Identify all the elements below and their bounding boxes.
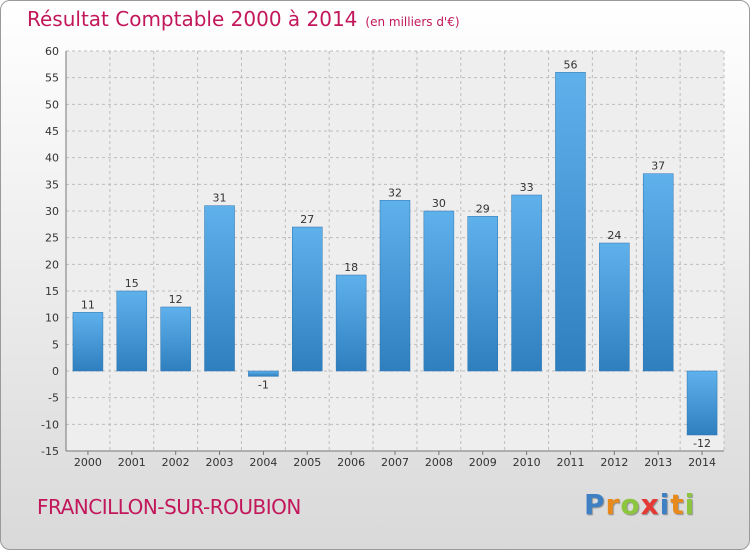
- chart-subtitle: (en milliers d'€): [365, 15, 460, 29]
- bar: [160, 306, 191, 372]
- bar-value-label: 15: [125, 277, 139, 290]
- logo-letter: i: [684, 488, 696, 521]
- bar: [467, 216, 498, 372]
- bar-value-label: 12: [169, 293, 183, 306]
- logo-letter: r: [605, 488, 621, 521]
- commune-name: FRANCILLON-SUR-ROUBION: [37, 495, 301, 519]
- bar: [248, 370, 279, 377]
- x-tick-label: 2000: [74, 456, 102, 469]
- bar-value-label: 11: [81, 298, 95, 311]
- x-tick-label: 2004: [249, 456, 277, 469]
- bar: [72, 312, 104, 372]
- x-tick-label: 2006: [337, 456, 365, 469]
- logo-letter: x: [640, 488, 660, 521]
- x-tick-label: 2013: [644, 456, 672, 469]
- x-tick-label: 2011: [556, 456, 584, 469]
- bar: [423, 210, 455, 372]
- bar-value-label: 30: [432, 197, 446, 210]
- x-tick-label: 2005: [293, 456, 321, 469]
- proxiti-logo: Proxiti: [584, 488, 695, 521]
- bar-value-label: 31: [213, 192, 227, 205]
- bar-value-label: 18: [344, 261, 358, 274]
- logo-letter: o: [620, 488, 641, 521]
- x-tick-label: 2008: [425, 456, 453, 469]
- y-tick-label: 40: [45, 152, 59, 165]
- bar: [686, 370, 718, 436]
- y-tick-label: 60: [45, 45, 59, 58]
- bar: [292, 226, 323, 372]
- bar-value-label: 37: [651, 160, 665, 173]
- bar: [379, 200, 411, 372]
- y-tick-label: 25: [45, 232, 59, 245]
- y-tick-label: 30: [45, 205, 59, 218]
- y-tick-label: 10: [45, 312, 59, 325]
- bar: [555, 72, 586, 372]
- y-tick-label: 20: [45, 258, 59, 271]
- x-tick-label: 2007: [381, 456, 409, 469]
- chart-title-text: Résultat Comptable 2000 à 2014: [27, 7, 358, 31]
- y-tick-label: 45: [45, 125, 59, 138]
- logo-letter: P: [584, 488, 606, 521]
- y-tick-label: 5: [52, 338, 59, 351]
- y-tick-label: -5: [48, 392, 59, 405]
- y-tick-label: 0: [52, 365, 59, 378]
- bar: [642, 173, 674, 372]
- bar-value-label: 24: [607, 229, 621, 242]
- x-tick-label: 2012: [600, 456, 628, 469]
- bar: [511, 194, 542, 372]
- bar: [599, 242, 630, 372]
- bar-value-label: 32: [388, 186, 402, 199]
- y-tick-label: -15: [41, 445, 59, 458]
- x-tick-label: 2010: [513, 456, 541, 469]
- bar-value-label: 27: [300, 213, 314, 226]
- bar-value-label: 56: [563, 58, 577, 71]
- y-tick-label: 50: [45, 98, 59, 111]
- bar-value-label: -12: [693, 437, 711, 450]
- y-tick-label: 35: [45, 178, 59, 191]
- x-tick-label: 2009: [469, 456, 497, 469]
- bar: [204, 205, 235, 372]
- bar: [116, 290, 148, 372]
- y-tick-label: 15: [45, 285, 59, 298]
- y-tick-label: -10: [41, 418, 59, 431]
- logo-letter: t: [670, 488, 685, 521]
- x-tick-label: 2001: [118, 456, 146, 469]
- x-tick-label: 2003: [206, 456, 234, 469]
- bar-value-label: 33: [520, 181, 534, 194]
- bar-value-label: 29: [476, 202, 490, 215]
- bar: [335, 274, 367, 372]
- logo-letter: i: [659, 488, 671, 521]
- y-tick-label: 55: [45, 72, 59, 85]
- bar-value-label: -1: [258, 378, 269, 391]
- x-tick-label: 2014: [688, 456, 716, 469]
- x-tick-label: 2002: [162, 456, 190, 469]
- chart-title: Résultat Comptable 2000 à 2014 (en millie…: [27, 7, 460, 31]
